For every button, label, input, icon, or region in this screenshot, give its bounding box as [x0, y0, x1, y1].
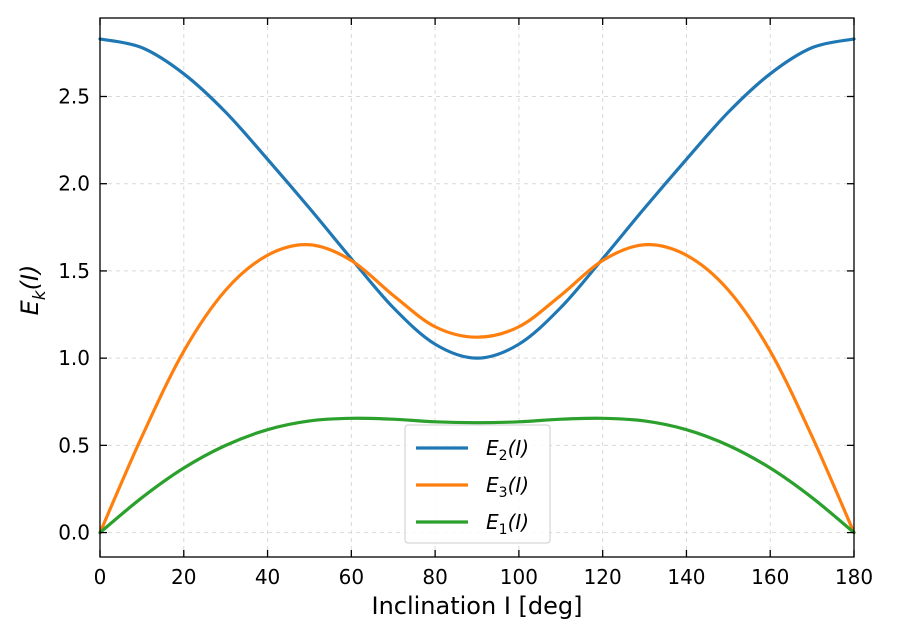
y-tick-label: 2.0: [58, 172, 90, 196]
x-tick-label: 180: [835, 565, 873, 589]
y-tick-label: 2.5: [58, 84, 90, 108]
x-axis-label: Inclination I [deg]: [371, 592, 582, 620]
y-tick-label: 1.0: [58, 346, 90, 370]
x-tick-label: 60: [339, 565, 364, 589]
x-tick-label: 20: [171, 565, 196, 589]
x-tick-label: 160: [751, 565, 789, 589]
x-tick-label: 140: [667, 565, 705, 589]
legend-label: E1(I): [486, 510, 529, 538]
ticks: [99, 18, 855, 557]
y-tick-label: 0.0: [58, 521, 90, 545]
y-axis-label-base: E: [16, 299, 44, 315]
x-tick-label: 120: [584, 565, 622, 589]
plot-frame: [99, 17, 855, 558]
y-axis-label-sub: k: [30, 289, 50, 300]
series-line-e2i: [98, 37, 856, 360]
y-axis-label-arg: (I): [16, 265, 44, 291]
x-tick-label: 0: [94, 565, 107, 589]
legend: E2(I) E3(I) E1(I): [404, 424, 551, 544]
legend-box: [404, 424, 551, 544]
x-tick-label: 80: [422, 565, 447, 589]
series-group: [98, 37, 856, 535]
series-line-e1i: [98, 416, 856, 535]
legend-label: E3(I): [486, 473, 529, 501]
legend-label: E2(I): [486, 436, 529, 464]
y-axis-label: Ek(I): [16, 265, 50, 316]
series-line-e3i: [98, 243, 856, 535]
x-tick-label: 40: [255, 565, 280, 589]
y-tick-label: 0.5: [58, 433, 90, 457]
tick-labels: 0 20 40 60 80 100 120 140 160 180 0.0 0.5 1.0 1.5 2.0 2…: [58, 84, 873, 589]
y-tick-label: 1.5: [58, 259, 90, 283]
x-tick-label: 100: [500, 565, 538, 589]
